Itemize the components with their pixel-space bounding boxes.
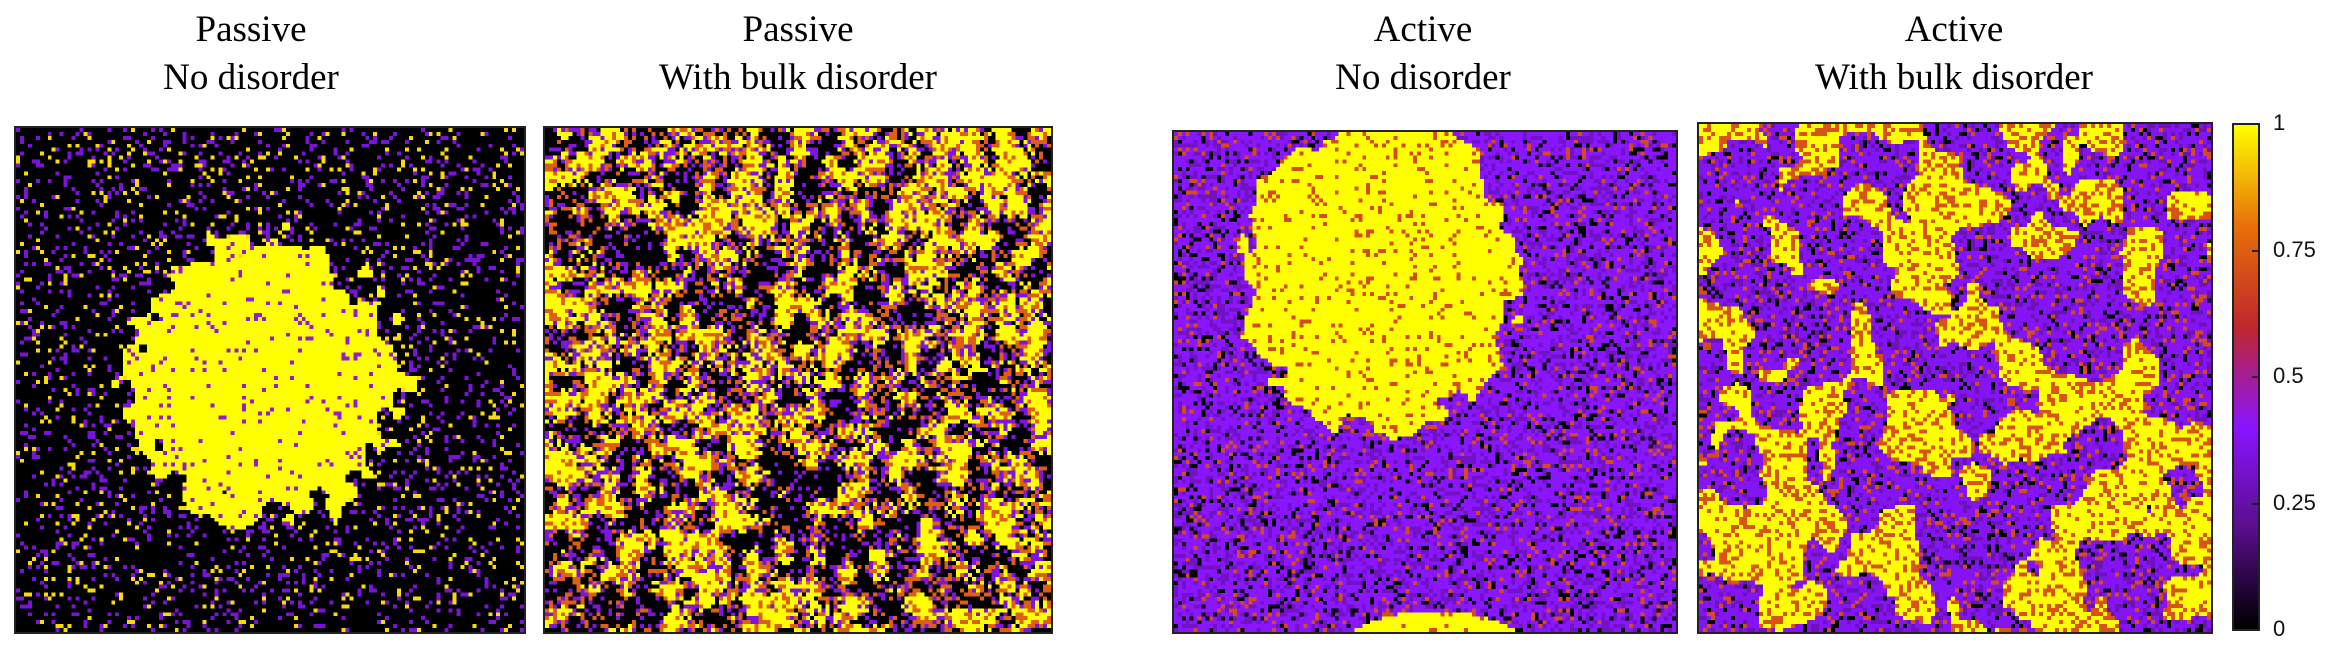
colorbar-tick-mark [2252,502,2260,505]
title-active-no-disorder: Active No disorder [1163,6,1683,102]
title-passive-bulk-disorder: Passive With bulk disorder [538,6,1058,102]
colorbar-tick-mark [2252,123,2260,125]
title-line1: Passive [195,9,307,50]
title-line1: Passive [742,9,854,50]
title-passive-no-disorder: Passive No disorder [0,6,511,102]
colorbar-tick-label: 1 [2273,110,2286,135]
heatmap-canvas [16,128,524,632]
heatmap-canvas [545,128,1051,632]
heatmap-active-no-disorder [1172,130,1678,634]
colorbar-tick-mark [2252,629,2260,631]
colorbar-tick-mark [2252,376,2260,378]
title-line1: Active [1373,9,1473,50]
title-line2: No disorder [163,57,339,98]
heatmap-passive-bulk-disorder [543,126,1053,634]
colorbar-tick-mark [2252,249,2260,252]
heatmap-active-bulk-disorder [1697,122,2213,634]
title-line2: No disorder [1335,57,1511,98]
heatmap-passive-no-disorder [14,126,526,634]
colorbar-tick-label: 0.5 [2273,363,2304,388]
heatmap-canvas [1174,132,1676,632]
colorbar-tick-label: 0 [2273,616,2286,641]
title-line2: With bulk disorder [1814,57,2094,98]
title-line1: Active [1904,9,2004,50]
heatmap-canvas [1699,124,2211,632]
colorbar-tick-label: 0.75 [2273,236,2316,262]
title-active-bulk-disorder: Active With bulk disorder [1694,6,2214,102]
title-line2: With bulk disorder [658,57,938,98]
colorbar-tick-label: 0.25 [2273,489,2316,515]
